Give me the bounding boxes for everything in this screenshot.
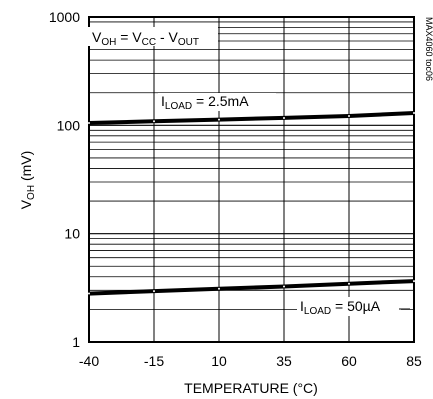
series-1-point-1 xyxy=(153,120,155,123)
x-tick-labels: -40 -15 10 35 60 85 xyxy=(79,353,422,369)
x-tick-label-0: -40 xyxy=(79,353,99,369)
formula-annotation: VOH = VCC - VOUT xyxy=(92,29,199,48)
series-2-point-0 xyxy=(88,292,90,295)
y-tick-label-0: 1 xyxy=(72,334,80,350)
series-1-point-5 xyxy=(413,111,415,114)
series-line-1 xyxy=(88,111,415,125)
x-tick-label-1: -15 xyxy=(144,353,164,369)
y-tick-labels: 1 10 100 1000 xyxy=(49,9,80,350)
series-2-label: ILOAD = 50µA xyxy=(300,298,381,317)
series-2-point-2 xyxy=(218,287,220,290)
x-tick-label-5: 85 xyxy=(406,353,422,369)
y-tick-label-2: 100 xyxy=(57,117,81,133)
y-tick-label-1: 10 xyxy=(64,226,80,242)
series-2-point-5 xyxy=(413,280,415,283)
x-tick-label-4: 60 xyxy=(341,353,357,369)
series-1-point-0 xyxy=(88,122,90,125)
series-2-point-3 xyxy=(283,285,285,288)
x-tick-label-2: 10 xyxy=(211,353,227,369)
x-tick-label-3: 35 xyxy=(276,353,292,369)
formula-box xyxy=(88,27,218,46)
series-2-point-1 xyxy=(153,290,155,293)
series-1-label: ILOAD = 2.5mA xyxy=(161,93,249,112)
y-axis-title: VOH (mV) xyxy=(18,151,37,210)
series-line-2 xyxy=(88,279,415,296)
series-2-label-bg xyxy=(297,297,401,316)
side-identifier: MAX4060 toc06 xyxy=(424,17,433,81)
series-layer xyxy=(88,111,415,296)
plot-frame xyxy=(88,16,415,343)
y-tick-label-3: 1000 xyxy=(49,9,80,25)
series-1-point-3 xyxy=(283,116,285,119)
series-2-point-4 xyxy=(348,282,350,285)
series-1-point-4 xyxy=(348,114,350,117)
series-1-point-2 xyxy=(218,118,220,121)
series-1-label-bg xyxy=(158,93,276,111)
x-axis-title: TEMPERATURE (°C) xyxy=(184,380,318,396)
